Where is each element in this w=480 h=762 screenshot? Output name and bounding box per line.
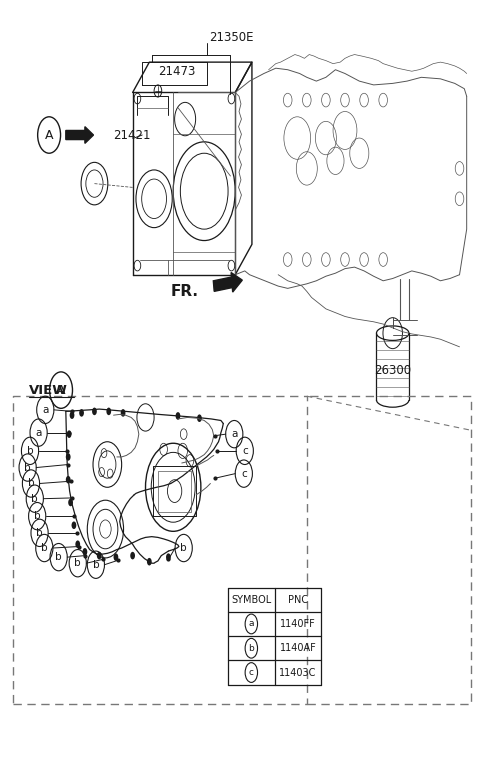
- Circle shape: [66, 453, 71, 461]
- Text: a: a: [231, 429, 238, 439]
- Circle shape: [147, 558, 152, 565]
- Circle shape: [75, 540, 80, 548]
- Text: a: a: [249, 620, 254, 629]
- Text: b: b: [24, 463, 31, 472]
- Circle shape: [92, 408, 97, 415]
- Text: b: b: [36, 528, 43, 538]
- Circle shape: [107, 408, 111, 415]
- Circle shape: [66, 476, 71, 484]
- Text: 26300: 26300: [374, 364, 411, 377]
- Circle shape: [68, 498, 73, 506]
- Circle shape: [72, 521, 76, 529]
- Circle shape: [166, 553, 171, 561]
- Circle shape: [83, 548, 87, 555]
- FancyArrow shape: [66, 126, 94, 143]
- Text: b: b: [34, 511, 40, 521]
- Text: PNC: PNC: [288, 594, 308, 605]
- Text: b: b: [41, 543, 48, 553]
- Text: b: b: [74, 559, 81, 568]
- Text: c: c: [249, 668, 254, 677]
- Circle shape: [120, 409, 125, 417]
- Circle shape: [197, 415, 202, 422]
- Text: 11403C: 11403C: [279, 668, 316, 677]
- Circle shape: [114, 553, 118, 561]
- Text: b: b: [180, 543, 187, 553]
- Text: 1140AF: 1140AF: [279, 643, 316, 653]
- Text: c: c: [242, 446, 248, 456]
- Circle shape: [79, 409, 84, 417]
- Text: a: a: [42, 405, 48, 415]
- FancyArrow shape: [213, 273, 242, 292]
- Circle shape: [176, 412, 180, 420]
- Text: 1140FF: 1140FF: [280, 619, 316, 629]
- Text: 21421: 21421: [114, 129, 151, 142]
- Text: b: b: [27, 446, 33, 456]
- Text: 21350E: 21350E: [209, 31, 253, 44]
- Circle shape: [70, 411, 74, 419]
- Text: b: b: [55, 552, 62, 562]
- Text: A: A: [57, 383, 65, 396]
- Circle shape: [97, 552, 102, 559]
- Text: VIEW: VIEW: [29, 383, 68, 396]
- Circle shape: [67, 431, 72, 438]
- Text: b: b: [32, 494, 38, 504]
- Text: c: c: [241, 469, 247, 479]
- Text: b: b: [93, 560, 99, 570]
- Text: b: b: [249, 644, 254, 653]
- Text: A: A: [45, 129, 53, 142]
- Circle shape: [130, 552, 135, 559]
- Text: a: a: [36, 427, 42, 437]
- Text: b: b: [28, 479, 34, 488]
- Text: 21473: 21473: [158, 66, 195, 78]
- Text: FR.: FR.: [171, 284, 199, 299]
- Text: SYMBOL: SYMBOL: [231, 594, 272, 605]
